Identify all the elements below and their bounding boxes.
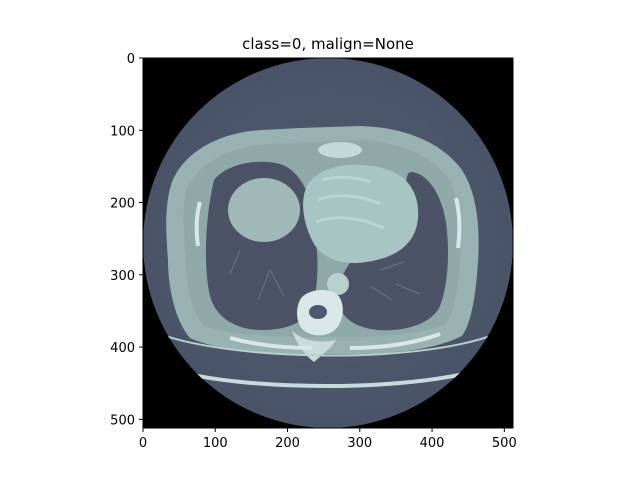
y-tick-label: 200 [110,197,135,212]
x-tick-label: 100 [203,436,228,451]
x-axis: 0 100 200 300 400 500 [139,428,517,451]
x-tick-label: 400 [420,436,445,451]
ct-image [143,58,513,428]
heart [303,164,419,264]
y-tick-label: 300 [110,269,135,284]
x-tick-label: 300 [347,436,372,451]
ct-table [149,329,506,357]
chart-title: class=0, malign=None [242,35,414,53]
axes-frame [142,57,514,429]
liver-dome [228,178,300,242]
y-tick-label: 100 [110,124,135,139]
x-tick-label: 200 [275,436,300,451]
y-tick-label: 0 [127,52,135,67]
aorta [327,273,349,295]
y-tick-label: 500 [110,413,135,428]
y-axis: 0 100 200 300 400 500 [110,52,143,428]
y-tick-label: 400 [110,341,135,356]
x-tick-label: 500 [492,436,517,451]
x-tick-label: 0 [139,436,147,451]
